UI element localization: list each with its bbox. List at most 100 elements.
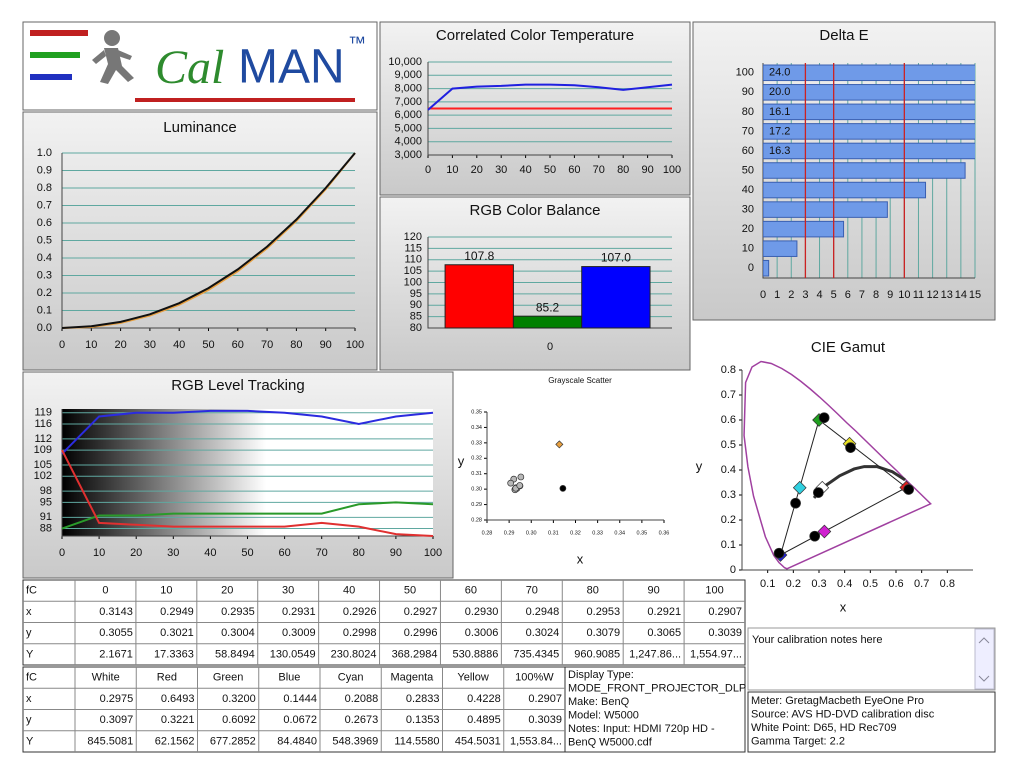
table-cell: Y [26,648,34,660]
table-header: 10 [160,585,172,597]
table-cell: 2.1671 [99,648,133,660]
x-tick-label: 2 [788,289,794,301]
table-cell: 454.5031 [455,735,501,747]
x-tick-label: 6 [845,289,851,301]
y-tick-label: 0.1 [37,304,52,316]
x-tick-label: 9 [887,289,893,301]
table-cell: 0.2975 [100,693,134,705]
point [773,547,785,559]
bar [763,181,927,199]
x-tick-label: 0.7 [914,578,929,590]
data-label: 24.0 [769,67,790,79]
bar [763,64,975,82]
x-tick-label: 0.2 [786,578,801,590]
x-tick-label: 30 [167,547,179,559]
table-cell: 0.3079 [587,627,621,639]
chart-title: RGB Color Balance [470,202,601,219]
y-tick-label: 6,000 [394,109,422,121]
y-tick-label: 0.2 [721,514,736,526]
y-tick-label: 0.5 [37,234,52,246]
y-tick-label: 7,000 [394,96,422,108]
category-label: 10 [742,243,754,255]
bar [763,103,975,121]
scrollbar[interactable] [974,628,995,690]
table-header: 0 [102,585,108,597]
table-cell: 0.1353 [406,714,440,726]
logo-runner [92,30,134,84]
y-tick-label: 0.0 [37,322,52,334]
x-tick-label: 3 [802,289,808,301]
category-label: 90 [742,86,754,98]
data-label: 20.0 [769,86,790,98]
logo-man: MAN [238,41,345,94]
table-cell: 0.4228 [467,693,501,705]
table-header: 30 [282,585,294,597]
y-tick-label: 4,000 [394,136,422,148]
x-tick-label: 0.1 [760,578,775,590]
notes-text: Your calibration notes here [752,634,882,646]
table-cell: 0.2833 [406,693,440,705]
x-tick-label: 100 [424,547,442,559]
table-cell: 0.2088 [345,693,379,705]
notes-box[interactable] [747,627,996,691]
table-cell: fC [26,672,37,684]
table-cell: fC [26,585,37,597]
table-cell: 0.2931 [282,606,316,618]
table-cell: 0.3065 [647,627,681,639]
x-tick-label: 7 [859,289,865,301]
y-tick-label: 0 [730,564,736,576]
category-label: 0 [748,262,754,274]
data-label: 16.3 [769,145,790,157]
display-info-line: Make: BenQ [568,696,630,708]
logo-bar [30,74,72,80]
x-tick-label: 100 [663,164,681,176]
x-tick-label: 13 [941,289,953,301]
y-tick-label: 85 [410,311,422,323]
x-tick-label: 0.3 [811,578,826,590]
series-line [61,501,434,530]
x-axis-label: x [577,551,584,566]
table-cell: 0.2930 [465,606,499,618]
table-cell: 0.2998 [343,627,377,639]
x-tick-label: 14 [955,289,967,301]
table-header: 100%W [515,672,554,684]
y-tick-label: 0.35 [471,409,482,415]
x-tick-label: 0.31 [548,530,559,536]
data-label: 16.1 [769,106,790,118]
y-tick-label: 0.30 [471,487,482,493]
x-tick-label: 50 [241,547,253,559]
table-cell: 0.2996 [404,627,438,639]
x-tick-label: 20 [114,339,126,351]
y-tick-label: 0.1 [721,539,736,551]
y-tick-label: 0.6 [37,217,52,229]
y-tick-label: 100 [404,276,422,288]
bar [763,142,975,160]
table-cell: 0.2953 [587,606,621,618]
x-tick-label: 10 [898,289,910,301]
bar [763,259,770,277]
table-cell: 0.1444 [283,693,317,705]
y-tick-label: 0.7 [721,389,736,401]
table-cell: 0.2926 [343,606,377,618]
table-cell: 0.6493 [161,693,195,705]
x-tick-label: 10 [93,547,105,559]
chart-title: Delta E [819,27,868,44]
x-tick-label: 0.4 [837,578,852,590]
table-header: Cyan [338,672,364,684]
x-tick-label: 5 [831,289,837,301]
table-header: Yellow [457,672,488,684]
point [809,530,821,542]
table-cell: 58.8494 [215,648,255,660]
y-tick-label: 8,000 [394,82,422,94]
x-tick-label: 30 [144,339,156,351]
x-tick-label: 0.30 [526,530,537,536]
x-tick-label: 0 [59,339,65,351]
x-tick-label: 15 [969,289,981,301]
x-tick-label: 10 [85,339,97,351]
table-header: 40 [343,585,355,597]
y-tick-label: 105 [404,265,422,277]
x-tick-label: 0.5 [863,578,878,590]
y-tick-label: 88 [40,522,52,534]
y-tick-label: 116 [34,418,52,430]
point [845,442,856,453]
